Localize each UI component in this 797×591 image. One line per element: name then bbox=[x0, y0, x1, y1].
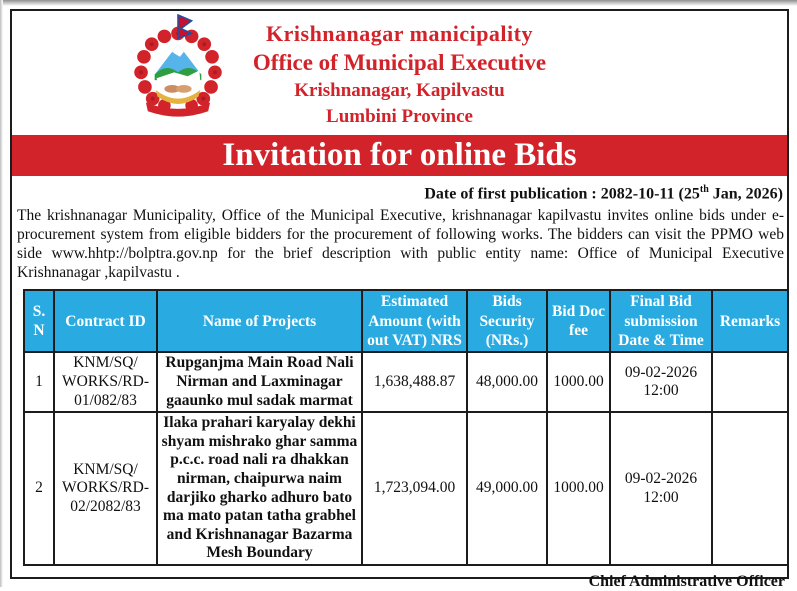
publication-date-line: Date of first publication : 2082-10-11 (… bbox=[12, 176, 787, 203]
table-header-row: S. N Contract ID Name of Projects Estima… bbox=[23, 289, 789, 354]
window-left-shadow bbox=[0, 0, 3, 587]
publication-date-prefix: Date of first publication : 2082-10-11 (… bbox=[424, 185, 700, 203]
cell-remarks bbox=[711, 411, 789, 566]
letterhead-text: Krishnanagar manicipality Office of Muni… bbox=[12, 11, 787, 130]
cell-sn: 2 bbox=[23, 411, 55, 566]
header-sn: S. N bbox=[23, 289, 55, 354]
cell-bid-security: 48,000.00 bbox=[466, 351, 548, 414]
publication-date-suffix: Jan, 2026) bbox=[708, 185, 783, 203]
municipality-name: Krishnanagar manicipality bbox=[266, 21, 533, 46]
nepal-municipality-emblem-icon bbox=[134, 14, 222, 117]
header-contract-id: Contract ID bbox=[53, 289, 158, 354]
cell-submission-datetime: 09-02-2026 12:00 bbox=[609, 411, 713, 566]
header-estimated-amount: Estimated Amount (with out VAT) NRS bbox=[361, 289, 468, 354]
notice-page: Krishnanagar manicipality Office of Muni… bbox=[10, 9, 789, 590]
cell-project-name: Rupganjma Main Road Nali Nirman and Laxm… bbox=[156, 351, 363, 414]
header-remarks: Remarks bbox=[711, 289, 789, 354]
office-name: Office of Municipal Executive bbox=[252, 50, 547, 75]
header-bid-doc-fee: Bid Doc fee bbox=[546, 289, 611, 354]
cell-sn: 1 bbox=[23, 351, 55, 414]
cell-contract-id: KNM/SQ/ WORKS/RD- 02/2082/83 bbox=[53, 411, 158, 566]
header-submission-datetime: Final Bid submission Date & Time bbox=[609, 289, 713, 354]
cell-estimated-amount: 1,723,094.00 bbox=[361, 411, 468, 566]
cell-project-name: Ilaka prahari karyalay dekhi shyam mishr… bbox=[156, 411, 363, 566]
letterhead: Krishnanagar manicipality Office of Muni… bbox=[12, 11, 787, 127]
cell-contract-id: KNM/SQ/ WORKS/RD- 01/082/83 bbox=[53, 351, 158, 414]
window-top-shadow bbox=[0, 0, 797, 6]
header-bid-security: Bids Security (NRs.) bbox=[466, 289, 548, 354]
cell-submission-datetime: 09-02-2026 12:00 bbox=[609, 351, 713, 414]
signatory-title: Chief Administrative Officer bbox=[588, 572, 785, 590]
header-project-name: Name of Projects bbox=[156, 289, 363, 354]
notice-title-banner: Invitation for online Bids bbox=[12, 135, 787, 176]
invitation-paragraph: The krishnanagar Municipality, Office of… bbox=[17, 207, 784, 282]
bids-table: S. N Contract ID Name of Projects Estima… bbox=[23, 289, 789, 566]
district-line: Krishnanagar, Kapilvastu bbox=[294, 80, 505, 101]
cell-remarks bbox=[711, 351, 789, 414]
table-row: 1 KNM/SQ/ WORKS/RD- 01/082/83 Rupganjma … bbox=[23, 351, 789, 414]
cell-estimated-amount: 1,638,488.87 bbox=[361, 351, 468, 414]
cell-bid-doc-fee: 1000.00 bbox=[546, 351, 611, 414]
province-line: Lumbini Province bbox=[326, 106, 473, 127]
publication-date-ordinal: th bbox=[699, 184, 709, 195]
table-row: 2 KNM/SQ/ WORKS/RD- 02/2082/83 Ilaka pra… bbox=[23, 411, 789, 566]
cell-bid-security: 49,000.00 bbox=[466, 411, 548, 566]
cell-bid-doc-fee: 1000.00 bbox=[546, 411, 611, 566]
